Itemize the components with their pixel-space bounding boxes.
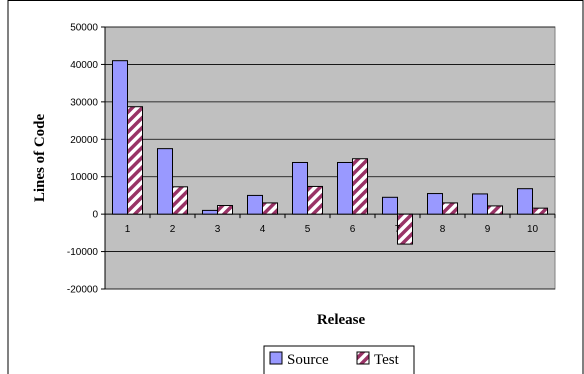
x-tick-label: 7 xyxy=(395,224,401,235)
source-bar xyxy=(517,188,533,215)
x-axis-ticks: 1 2 3 4 5 6 7 8 9 10 xyxy=(104,214,556,235)
test-bar xyxy=(442,202,458,215)
test-bar xyxy=(127,106,143,215)
y-tick-label: 0 xyxy=(92,210,98,221)
y-tick-label: 10000 xyxy=(70,172,98,183)
test-bar xyxy=(217,205,233,215)
source-bar xyxy=(112,60,128,215)
legend-box xyxy=(263,345,415,374)
test-bar xyxy=(172,186,188,215)
y-tick-label: 30000 xyxy=(70,97,98,108)
legend-swatch-source xyxy=(269,351,283,365)
test-bar xyxy=(397,213,413,245)
y-tick-label: 40000 xyxy=(70,60,98,71)
legend-label-test: Test xyxy=(374,352,400,368)
y-axis-title: Lines of Code xyxy=(32,113,48,202)
source-bar xyxy=(247,194,263,215)
source-bar xyxy=(202,209,218,215)
legend-swatch-test xyxy=(356,351,370,365)
bars xyxy=(112,60,548,245)
source-bar xyxy=(427,193,443,215)
legend-label-source: Source xyxy=(287,352,329,368)
source-bar xyxy=(337,161,353,215)
source-bar xyxy=(472,193,488,215)
x-tick-label: 3 xyxy=(215,224,221,235)
test-bar xyxy=(532,207,548,215)
source-bar xyxy=(292,161,308,215)
y-tick-label: -10000 xyxy=(67,247,99,258)
x-tick-label: 2 xyxy=(170,224,176,235)
x-tick-label: 8 xyxy=(440,224,446,235)
y-tick-label: -20000 xyxy=(67,285,99,296)
x-tick-label: 10 xyxy=(527,224,539,235)
y-tick-label: 50000 xyxy=(70,23,98,34)
x-tick-label: 5 xyxy=(305,224,311,235)
x-axis-title: Release xyxy=(317,312,366,328)
x-tick-label: 9 xyxy=(485,224,491,235)
x-tick-label: 4 xyxy=(260,224,266,235)
y-tick-label: 20000 xyxy=(70,135,98,146)
test-bar xyxy=(487,205,503,215)
x-tick-label: 1 xyxy=(125,224,131,235)
test-bar xyxy=(352,158,368,215)
legend: Source Test xyxy=(263,345,415,374)
y-axis-ticks: -20000 -10000 0 10000 20000 30000 40000 50000 xyxy=(67,23,106,296)
test-bar xyxy=(307,185,323,215)
x-tick-label: 6 xyxy=(350,224,356,235)
test-bar xyxy=(262,202,278,215)
source-bar xyxy=(382,196,398,215)
source-bar xyxy=(157,148,173,215)
plot-area xyxy=(104,26,556,290)
